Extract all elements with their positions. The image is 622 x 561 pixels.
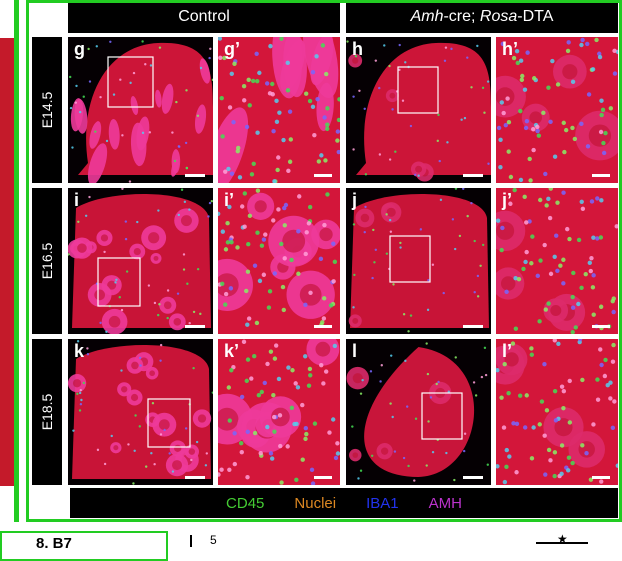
legend-nuclei: Nuclei [294, 494, 337, 512]
figure-frame [26, 0, 622, 522]
scale-bar [314, 174, 332, 177]
panel-letter: j [352, 190, 358, 210]
scale-bar [314, 476, 332, 479]
legend-iba1: IBA1 [366, 494, 399, 512]
legend-cd45: CD45 [226, 494, 265, 512]
legend: CD45 Nuclei IBA1 AMH [70, 488, 618, 518]
panel-letter: g’ [224, 39, 240, 59]
panel-letter: i [74, 190, 80, 210]
scale-bar [463, 325, 483, 328]
mutant-header: Amh-cre; Rosa-DTA [346, 3, 618, 33]
micrograph-panel-2-0: k [68, 339, 213, 485]
mutant-dta-text: -DTA [517, 8, 554, 25]
micrograph-panel-1-2: j [346, 188, 491, 334]
panel-letter: l’ [502, 341, 513, 361]
bottom-left-text: 8. B7 [36, 535, 72, 552]
scale-bar [463, 174, 483, 177]
control-header: Control [68, 3, 340, 33]
bottom-axis-fragment [190, 535, 206, 547]
bottom-left-box: 8. B7 [0, 531, 168, 561]
mutant-gene-rosa: Rosa [479, 8, 518, 25]
micrograph-panel-0-1: g’ [218, 37, 340, 183]
micrograph-panel-0-0: g [68, 37, 213, 183]
panel-letter: h [352, 39, 363, 59]
micrograph-panel-1-3: j’ [496, 188, 618, 334]
scale-bar [592, 325, 610, 328]
scale-bar [592, 476, 610, 479]
left-cropped-figure [0, 0, 22, 522]
micrograph-panel-2-3: l’ [496, 339, 618, 485]
bottom-axis-tick: 5 [210, 533, 217, 547]
mutant-gene-amh: Amh [410, 8, 444, 25]
panel-letter: h’ [502, 39, 518, 59]
scale-bar [592, 174, 610, 177]
micrograph-panel-2-2: l [346, 339, 491, 485]
panel-letter: i’ [224, 190, 235, 210]
left-cropped-image [0, 38, 14, 486]
scale-bar [185, 476, 205, 479]
row-label-e14: E14.5 [32, 37, 62, 183]
scale-bar [314, 325, 332, 328]
bottom-significance-bar [536, 542, 588, 544]
left-cropped-frame-edge [14, 0, 19, 522]
control-header-text: Control [178, 8, 230, 25]
micrograph-panel-1-0: i [68, 188, 213, 334]
row-label-e18: E18.5 [32, 339, 62, 485]
panel-letter: k [74, 341, 85, 361]
legend-amh: AMH [428, 494, 462, 512]
micrograph-panel-0-3: h’ [496, 37, 618, 183]
panel-letter: l [352, 341, 358, 361]
panel-letter: k’ [224, 341, 240, 361]
micrograph-panel-1-1: i’ [218, 188, 340, 334]
micrograph-panel-2-1: k’ [218, 339, 340, 485]
scale-bar [463, 476, 483, 479]
mutant-cre-text: -cre; [443, 8, 480, 25]
scale-bar [185, 325, 205, 328]
panel-letter: g [74, 39, 85, 59]
micrograph-panel-0-2: h [346, 37, 491, 183]
scale-bar [185, 174, 205, 177]
panel-letter: j’ [502, 190, 513, 210]
significance-star: ★ [557, 532, 568, 546]
row-label-e16: E16.5 [32, 188, 62, 334]
